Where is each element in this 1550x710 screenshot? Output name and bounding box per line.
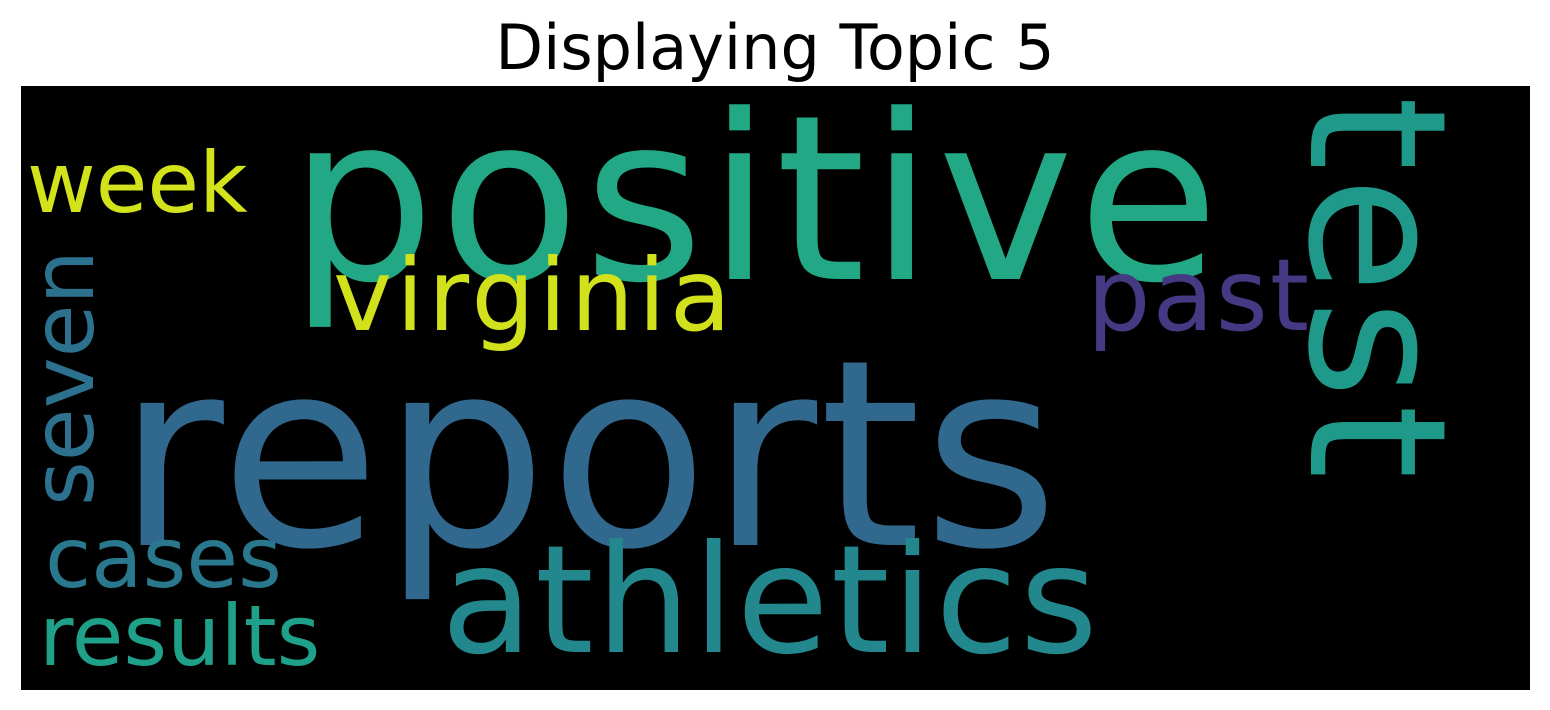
word-past: past bbox=[1087, 237, 1312, 354]
word-athletics: athletics bbox=[441, 514, 1100, 688]
page-title: Displaying Topic 5 bbox=[495, 11, 1055, 84]
word-virginia: virginia bbox=[333, 237, 736, 354]
word-results: results bbox=[39, 587, 321, 685]
word-week: week bbox=[27, 134, 248, 232]
word-seven: seven bbox=[21, 249, 114, 506]
word-positive: positive bbox=[289, 86, 1224, 334]
word-cases: cases bbox=[45, 509, 282, 607]
word-cloud: positive reports test athletics virginia… bbox=[21, 86, 1530, 690]
word-reports: reports bbox=[117, 305, 1061, 607]
